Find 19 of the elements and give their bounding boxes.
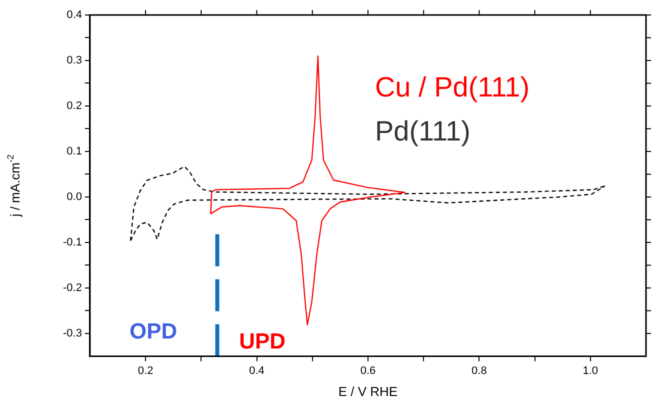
y-tick-label: 0.0 [66, 191, 82, 204]
x-tick-label: 0.2 [138, 364, 154, 377]
y-tick-label: -0.1 [62, 236, 82, 248]
series-label: Cu / Pd(111) [374, 72, 530, 103]
annotation: OPD [130, 318, 178, 344]
x-tick-label: 1.0 [582, 364, 598, 377]
y-tick-label: 0.2 [66, 100, 82, 112]
annotation: UPD [239, 328, 286, 354]
x-tick-label: 0.6 [360, 364, 376, 377]
x-tick-label: 0.4 [249, 364, 264, 377]
y-axis-title: j / mA.cm-2 [5, 154, 23, 218]
y-tick-label: 0.1 [66, 146, 82, 158]
x-axis-title: E / V RHE [338, 384, 398, 399]
y-tick-label: 0.4 [66, 9, 82, 22]
y-tick-label: -0.2 [62, 282, 82, 294]
series-label: Pd(111) [374, 116, 470, 147]
x-tick-label: 0.8 [472, 364, 487, 377]
y-tick-label: -0.3 [62, 327, 82, 340]
y-tick-label: 0.3 [66, 54, 82, 67]
